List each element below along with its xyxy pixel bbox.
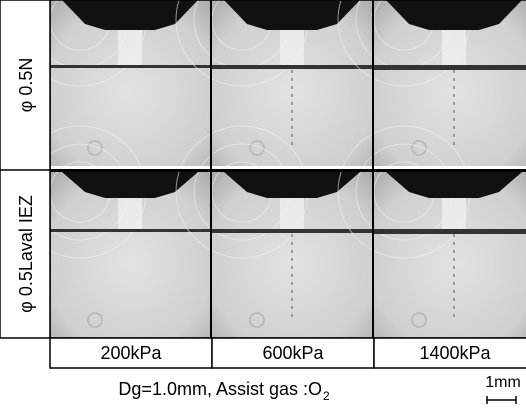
column-label: 1400kPa	[419, 343, 491, 363]
plate-edge	[212, 229, 372, 233]
jet	[442, 30, 466, 65]
jet	[118, 30, 142, 65]
jet	[442, 198, 466, 229]
photo-grid	[14, 0, 526, 338]
plate-edge	[374, 229, 526, 234]
grid-divider	[50, 169, 526, 172]
plate-edge	[212, 65, 372, 69]
figure: φ 0.5N φ 0.5Laval IEZ 200kPa 600kPa 1400…	[0, 0, 526, 410]
scale-bar	[487, 396, 516, 404]
caption-subscript: 2	[323, 389, 330, 403]
column-label: 600kPa	[262, 343, 324, 363]
plate-edge	[50, 229, 210, 232]
row-label: φ 0.5N	[16, 58, 36, 113]
jet	[280, 198, 304, 229]
jet	[280, 30, 304, 65]
column-label: 200kPa	[100, 343, 162, 363]
plate-edge	[374, 65, 526, 70]
jet	[118, 198, 142, 229]
plate-edge	[50, 65, 210, 68]
caption: Dg=1.0mm, Assist gas :O	[118, 379, 322, 399]
row-label: φ 0.5Laval IEZ	[16, 195, 36, 313]
scale-bar-label: 1mm	[485, 374, 521, 391]
